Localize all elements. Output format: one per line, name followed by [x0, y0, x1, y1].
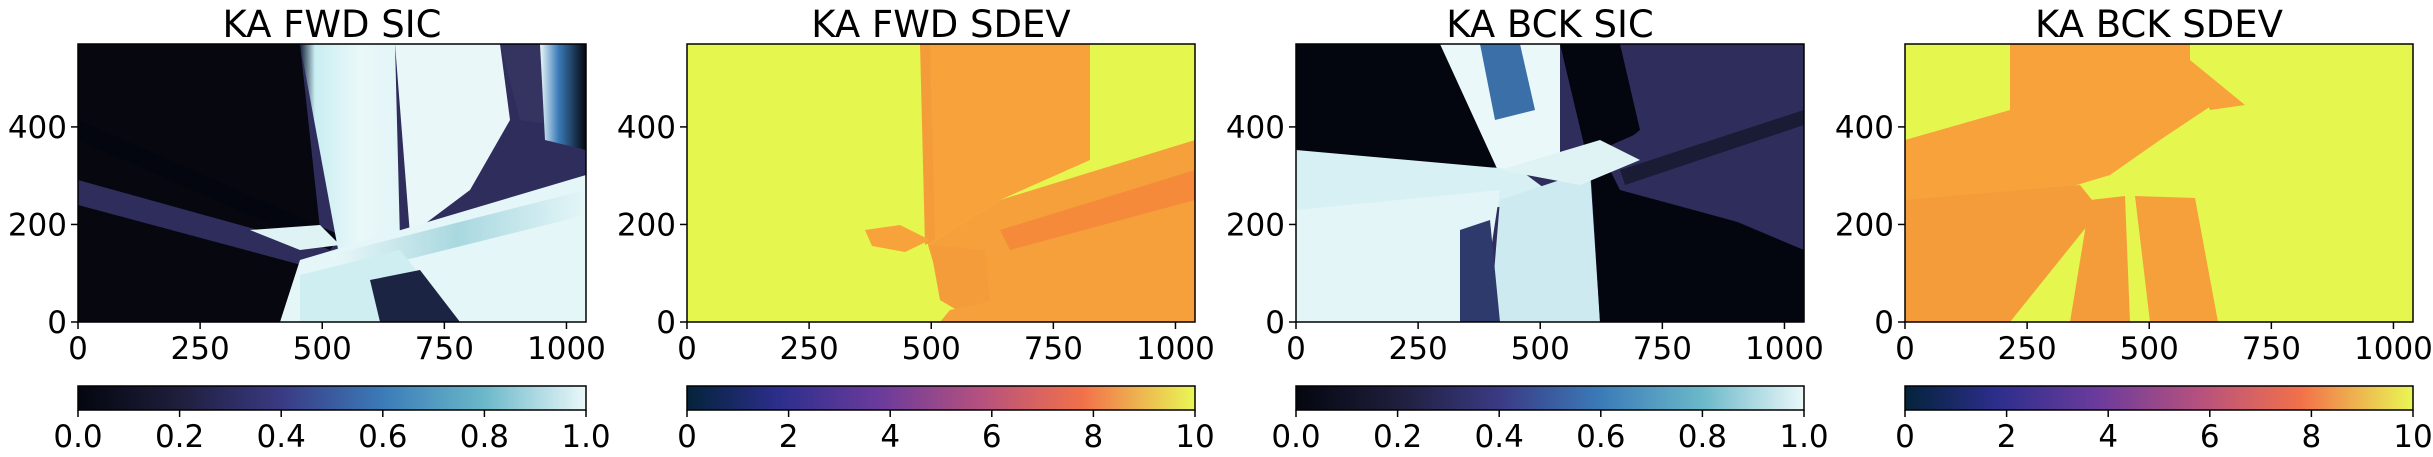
y-tick-label: 400: [1226, 110, 1285, 146]
colorbar-tick-label: 4: [880, 419, 900, 455]
colorbar-ticks: 0 2 4 6 8 10: [1895, 410, 2433, 455]
colorbar-tick-label: 2: [1997, 419, 2017, 455]
colorbar-tick-label: 8: [1084, 419, 1104, 455]
x-tick-label: 500: [1511, 331, 1570, 367]
colorbar-tick-label: 2: [779, 419, 799, 455]
x-tick-label: 1000: [1136, 331, 1215, 367]
axis-ticks: 0 250 500 750 1000 0 200 400: [8, 110, 606, 367]
colorbar-tick-label: 0.2: [155, 419, 204, 455]
plot-frame: [1904, 43, 2414, 323]
x-tick-label: 250: [1998, 331, 2057, 367]
plot-frame: [1295, 43, 1805, 323]
x-tick-label: 1000: [1745, 331, 1824, 367]
plot-frame: [77, 43, 587, 323]
x-tick-label: 250: [171, 331, 230, 367]
y-tick-label: 200: [617, 207, 676, 243]
x-tick-label: 0: [1895, 331, 1915, 367]
colorbar-tick-label: 10: [1175, 419, 1214, 455]
x-tick-label: 750: [2242, 331, 2301, 367]
colorbar-tick-label: 6: [982, 419, 1002, 455]
x-tick-label: 0: [677, 331, 697, 367]
axis-ticks: 0 250 500 750 1000 0 200 400: [1226, 110, 1824, 367]
colorbar-tick-label: 0.6: [1576, 419, 1625, 455]
colorbar-tick-label: 1.0: [561, 419, 610, 455]
y-tick-label: 0: [1874, 305, 1894, 341]
x-tick-label: 250: [1389, 331, 1448, 367]
colorbar-ticks: 0.0 0.2 0.4 0.6 0.8 1.0: [53, 410, 611, 455]
x-tick-label: 500: [902, 331, 961, 367]
y-tick-label: 0: [47, 305, 67, 341]
plot-frame: [686, 43, 1196, 323]
panel-title: KA BCK SIC: [1446, 3, 1654, 46]
heatmap-image: [78, 44, 586, 322]
colorbar-tick-label: 0.2: [1373, 419, 1422, 455]
x-tick-label: 750: [1633, 331, 1692, 367]
x-tick-label: 500: [293, 331, 352, 367]
colorbar-tick-label: 0.4: [1475, 419, 1524, 455]
y-tick-label: 400: [617, 110, 676, 146]
x-tick-label: 250: [780, 331, 839, 367]
panel-ka-bck-sdev: KA BCK SDEV 0 250 500 750 1000 0 200 400 0 2 4 6 8 1…: [1835, 3, 2433, 455]
colorbar: 0.0 0.2 0.4 0.6 0.8 1.0: [1271, 385, 1829, 455]
y-tick-label: 0: [1265, 305, 1285, 341]
colorbar-tick-label: 6: [2200, 419, 2220, 455]
colorbar-tick-label: 0.8: [460, 419, 509, 455]
colorbar-gradient: [1295, 385, 1805, 411]
colorbar-tick-label: 0.0: [1271, 419, 1320, 455]
x-tick-label: 0: [1286, 331, 1306, 367]
y-tick-label: 200: [8, 207, 67, 243]
x-tick-label: 0: [68, 331, 88, 367]
axis-ticks: 0 250 500 750 1000 0 200 400: [1835, 110, 2433, 367]
colorbar-gradient: [77, 385, 587, 411]
x-tick-label: 1000: [527, 331, 606, 367]
colorbar-tick-label: 4: [2098, 419, 2118, 455]
colorbar-gradient: [1904, 385, 2414, 411]
y-tick-label: 400: [1835, 110, 1894, 146]
x-tick-label: 750: [415, 331, 474, 367]
panel-title: KA FWD SDEV: [811, 3, 1070, 46]
heatmap-image: [1905, 44, 2413, 322]
y-tick-label: 200: [1835, 207, 1894, 243]
colorbar-tick-label: 10: [2393, 419, 2432, 455]
panel-title: KA FWD SIC: [222, 3, 441, 46]
x-tick-label: 500: [2120, 331, 2179, 367]
colorbar: 0 2 4 6 8 10: [1895, 385, 2433, 455]
colorbar-tick-label: 0: [1895, 419, 1915, 455]
y-tick-label: 200: [1226, 207, 1285, 243]
x-tick-label: 1000: [2354, 331, 2433, 367]
colorbar: 0.0 0.2 0.4 0.6 0.8 1.0: [53, 385, 611, 455]
colorbar-tick-label: 0.6: [358, 419, 407, 455]
colorbar: 0 2 4 6 8 10: [677, 385, 1215, 455]
colorbar-tick-label: 0.0: [53, 419, 102, 455]
x-tick-label: 750: [1024, 331, 1083, 367]
colorbar-gradient: [686, 385, 1196, 411]
colorbar-ticks: 0.0 0.2 0.4 0.6 0.8 1.0: [1271, 410, 1829, 455]
colorbar-tick-label: 0: [677, 419, 697, 455]
panel-ka-fwd-sdev: KA FWD SDEV 0 250 500 750 1000 0 200 400 0 2 4 6 8 1…: [617, 3, 1215, 455]
heatmap-image: [687, 44, 1195, 322]
y-tick-label: 400: [8, 110, 67, 146]
colorbar-ticks: 0 2 4 6 8 10: [677, 410, 1215, 455]
heatmap-image: [1296, 44, 1804, 322]
colorbar-tick-label: 0.4: [257, 419, 306, 455]
colorbar-tick-label: 8: [2302, 419, 2322, 455]
axis-ticks: 0 250 500 750 1000 0 200 400: [617, 110, 1215, 367]
colorbar-tick-label: 0.8: [1678, 419, 1727, 455]
y-tick-label: 0: [656, 305, 676, 341]
panel-title: KA BCK SDEV: [2035, 3, 2283, 46]
colorbar-tick-label: 1.0: [1779, 419, 1828, 455]
